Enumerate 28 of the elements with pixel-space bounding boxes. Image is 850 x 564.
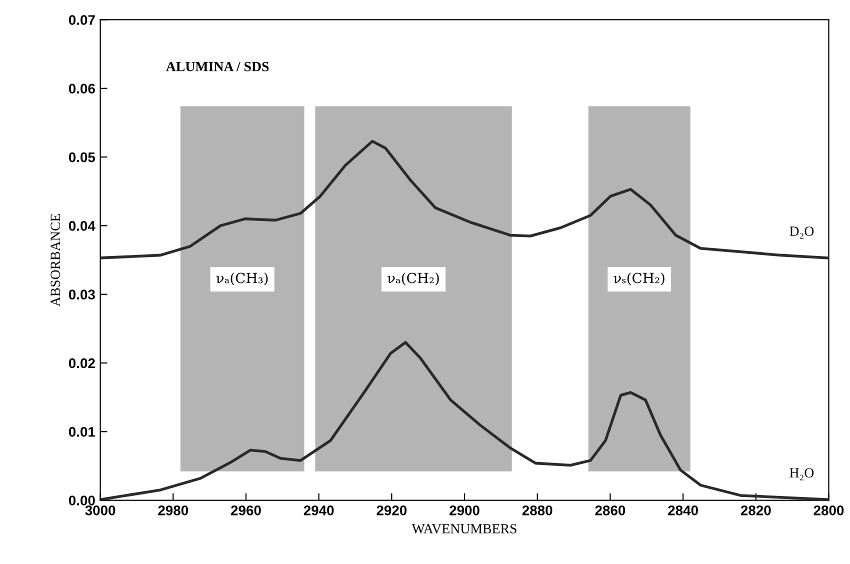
band-label: νₐ(CH₃) bbox=[216, 272, 268, 286]
y-tick-label: 0.04 bbox=[68, 221, 96, 231]
y-tick-label: 0.03 bbox=[68, 290, 95, 300]
annotation: ALUMINA / SDS bbox=[166, 62, 269, 72]
y-tick-label: 0.01 bbox=[68, 426, 96, 437]
x-tick-label: 2860 bbox=[595, 505, 626, 516]
x-tick-label: 3000 bbox=[85, 505, 116, 516]
y-axis-title: ABSORBANCE bbox=[50, 214, 60, 307]
series-label: H₂O bbox=[790, 468, 814, 480]
y-tick-label: 0.05 bbox=[68, 152, 96, 162]
x-tick-label: 2880 bbox=[522, 505, 552, 516]
y-tick-label: 0.02 bbox=[68, 358, 95, 368]
x-tick-label: 2800 bbox=[814, 505, 844, 516]
x-tick-label: 2980 bbox=[158, 505, 188, 516]
band-label: νₛ(CH₂) bbox=[614, 272, 664, 286]
x-tick-label: 2900 bbox=[450, 505, 480, 516]
line-series bbox=[100, 140, 829, 260]
x-tick-label: 2820 bbox=[740, 505, 771, 516]
x-tick-label: 2960 bbox=[231, 505, 261, 516]
y-tick-label: 0.00 bbox=[68, 496, 95, 506]
x-tick-label: 2940 bbox=[304, 505, 334, 516]
x-tick-label: 2920 bbox=[376, 505, 407, 516]
y-tick-label: 0.07 bbox=[68, 15, 95, 25]
series-label: D₂O bbox=[790, 226, 814, 239]
y-tick-label: 0.06 bbox=[68, 84, 95, 94]
band-label: νₐ(CH₂) bbox=[388, 272, 439, 286]
x-axis-title: WAVENUMBERS bbox=[412, 524, 516, 534]
x-tick-label: 2840 bbox=[668, 505, 698, 516]
